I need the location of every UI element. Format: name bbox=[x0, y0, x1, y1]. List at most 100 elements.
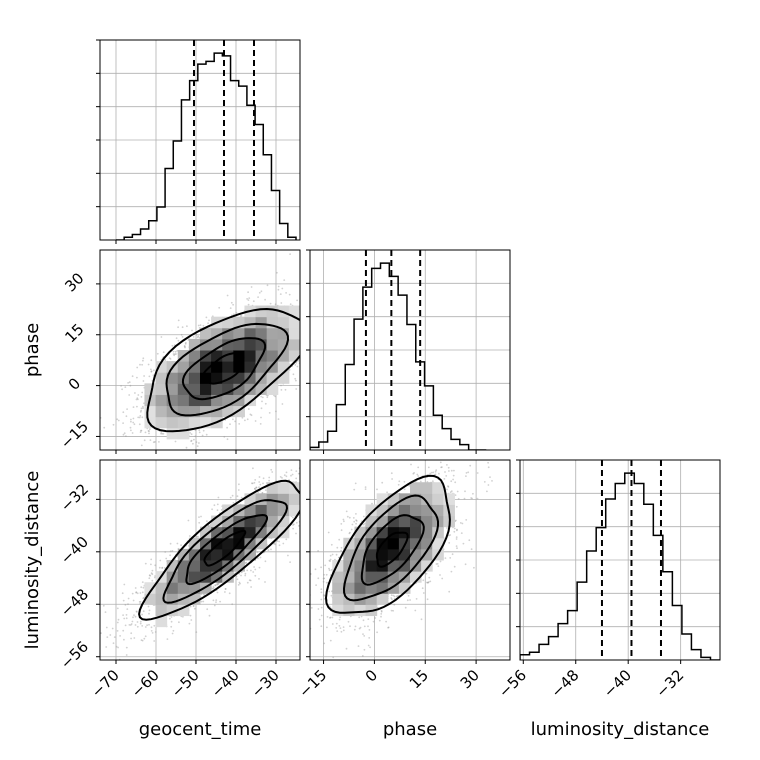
scatter-point bbox=[160, 336, 163, 338]
scatter-point bbox=[268, 476, 271, 479]
scatter-point bbox=[260, 416, 262, 419]
scatter-point bbox=[321, 322, 323, 324]
scatter-point bbox=[148, 577, 151, 580]
scatter-point bbox=[312, 334, 314, 336]
frame-panel-0 bbox=[99, 249, 301, 451]
scatter-point bbox=[254, 420, 257, 422]
density-block bbox=[211, 405, 223, 418]
scatter-point bbox=[316, 323, 318, 325]
scatter-point bbox=[148, 430, 150, 433]
scatter-point bbox=[236, 495, 239, 498]
density-block bbox=[233, 327, 245, 340]
scatter-point bbox=[301, 497, 303, 499]
scatter-point bbox=[298, 525, 300, 527]
scatter-point bbox=[178, 621, 180, 624]
scatter-point bbox=[180, 333, 183, 336]
scatter-point bbox=[276, 271, 278, 274]
scatter-point bbox=[279, 476, 282, 478]
scatter-point bbox=[192, 604, 195, 607]
scatter-point bbox=[163, 567, 166, 569]
density-block bbox=[222, 316, 234, 329]
scatter-point bbox=[139, 363, 141, 366]
tick-label-y-phase-0: −15 bbox=[57, 417, 92, 452]
scatter-point bbox=[246, 298, 249, 300]
scatter-point bbox=[136, 366, 139, 369]
density-block bbox=[277, 372, 290, 384]
density-block bbox=[244, 338, 257, 351]
scatter-point bbox=[238, 572, 241, 575]
scatter-point bbox=[215, 599, 218, 601]
contour-0-2 bbox=[165, 322, 290, 417]
scatter-point bbox=[281, 477, 283, 479]
scatter-point bbox=[195, 333, 198, 336]
density-block bbox=[166, 405, 179, 418]
scatter-point bbox=[224, 588, 227, 590]
scatter-point bbox=[244, 572, 247, 575]
scatter-point bbox=[184, 343, 187, 345]
scatter-point bbox=[169, 617, 171, 620]
scatter-point bbox=[335, 347, 337, 349]
density-block bbox=[211, 394, 223, 407]
scatter-point bbox=[184, 346, 186, 349]
scatter-point bbox=[141, 363, 144, 366]
scatter-point bbox=[141, 639, 144, 642]
scatter-point bbox=[174, 350, 177, 353]
scatter-point bbox=[141, 625, 144, 627]
density-block bbox=[211, 350, 223, 362]
scatter-point bbox=[154, 441, 156, 443]
scatter-point bbox=[316, 487, 318, 489]
scatter-point bbox=[135, 591, 138, 593]
scatter-point bbox=[289, 561, 291, 563]
scatter-point bbox=[229, 496, 232, 499]
scatter-point bbox=[131, 432, 134, 434]
density-block bbox=[200, 405, 212, 418]
scatter-point bbox=[313, 344, 315, 346]
panel-content-1 bbox=[100, 460, 318, 663]
scatter-point bbox=[274, 303, 277, 306]
scatter-point bbox=[212, 586, 215, 589]
density-block bbox=[200, 383, 212, 395]
histogram-phase bbox=[310, 262, 487, 450]
tick-label-x-luminosity_distance-3: −32 bbox=[652, 666, 687, 701]
scatter-point bbox=[152, 441, 155, 444]
scatter-point bbox=[301, 285, 303, 287]
scatter-point bbox=[131, 375, 134, 378]
scatter-point bbox=[307, 318, 309, 320]
scatter-point bbox=[123, 583, 126, 586]
scatter-point bbox=[306, 509, 308, 511]
scatter-point bbox=[255, 486, 258, 489]
scatter-point bbox=[143, 637, 146, 640]
scatter-point bbox=[136, 405, 138, 408]
scatter-point bbox=[223, 435, 226, 438]
scatter-point bbox=[170, 625, 173, 628]
scatter-point bbox=[190, 440, 193, 442]
scatter-point bbox=[303, 539, 305, 541]
scatter-point bbox=[211, 508, 214, 511]
scatter-point bbox=[351, 300, 353, 302]
scatter-point bbox=[206, 520, 208, 522]
scatter-point bbox=[125, 661, 127, 663]
scatter-point bbox=[131, 620, 134, 623]
scatter-point bbox=[159, 451, 161, 453]
scatter-point bbox=[259, 423, 262, 425]
scatter-point bbox=[325, 345, 327, 347]
scatter-point bbox=[162, 351, 165, 354]
scatter-point bbox=[112, 423, 115, 426]
scatter-point bbox=[276, 540, 279, 542]
scatter-point bbox=[252, 571, 255, 573]
scatter-point bbox=[317, 306, 319, 308]
scatter-point bbox=[338, 319, 340, 321]
density-block bbox=[200, 416, 212, 429]
scatter-point bbox=[123, 617, 126, 620]
scatter-point bbox=[134, 624, 137, 626]
scatter-point bbox=[198, 521, 201, 524]
scatter-point bbox=[226, 294, 229, 297]
scatter-point bbox=[255, 486, 258, 489]
scatter-point bbox=[301, 325, 303, 327]
scatter-point bbox=[307, 319, 309, 321]
scatter-point bbox=[303, 465, 305, 467]
density-block bbox=[222, 383, 234, 395]
scatter-point bbox=[142, 380, 145, 382]
scatter-point bbox=[116, 621, 119, 624]
scatter-point bbox=[198, 516, 200, 518]
